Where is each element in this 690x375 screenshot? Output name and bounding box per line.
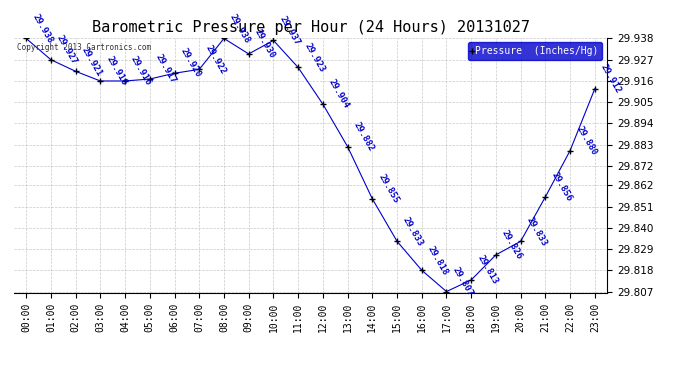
Text: 29.856: 29.856 — [549, 171, 573, 203]
Text: 29.833: 29.833 — [525, 215, 549, 248]
Text: 29.813: 29.813 — [475, 254, 500, 286]
Pressure  (Inches/Hg) — [442, 289, 451, 294]
Text: 29.916: 29.916 — [129, 55, 153, 87]
Pressure  (Inches/Hg) — [269, 38, 277, 43]
Pressure  (Inches/Hg) — [467, 278, 475, 282]
Text: 29.920: 29.920 — [179, 47, 203, 80]
Text: 29.833: 29.833 — [401, 215, 425, 248]
Text: 29.937: 29.937 — [277, 14, 302, 46]
Pressure  (Inches/Hg) — [146, 77, 154, 81]
Title: Barometric Pressure per Hour (24 Hours) 20131027: Barometric Pressure per Hour (24 Hours) … — [92, 20, 529, 35]
Pressure  (Inches/Hg) — [96, 79, 104, 83]
Pressure  (Inches/Hg) — [393, 239, 401, 243]
Text: 29.921: 29.921 — [80, 45, 104, 78]
Pressure  (Inches/Hg) — [121, 79, 129, 83]
Text: 29.904: 29.904 — [327, 78, 351, 110]
Text: 29.927: 29.927 — [55, 33, 79, 66]
Text: 29.826: 29.826 — [500, 229, 524, 261]
Pressure  (Inches/Hg) — [492, 253, 500, 257]
Text: 29.882: 29.882 — [352, 120, 375, 153]
Text: Copyright 2013 Cartronics.com: Copyright 2013 Cartronics.com — [17, 43, 151, 52]
Pressure  (Inches/Hg) — [195, 67, 204, 72]
Text: 29.818: 29.818 — [426, 244, 450, 276]
Pressure  (Inches/Hg) — [344, 144, 352, 149]
Text: 29.922: 29.922 — [204, 43, 227, 75]
Pressure  (Inches/Hg) — [244, 52, 253, 56]
Pressure  (Inches/Hg) — [72, 69, 80, 74]
Legend: Pressure  (Inches/Hg): Pressure (Inches/Hg) — [469, 42, 602, 60]
Pressure  (Inches/Hg) — [22, 36, 30, 41]
Pressure  (Inches/Hg) — [541, 195, 549, 199]
Text: 29.930: 29.930 — [253, 28, 277, 60]
Pressure  (Inches/Hg) — [319, 102, 327, 106]
Text: 29.916: 29.916 — [104, 55, 128, 87]
Text: 29.855: 29.855 — [377, 172, 400, 205]
Line: Pressure  (Inches/Hg): Pressure (Inches/Hg) — [23, 36, 598, 294]
Pressure  (Inches/Hg) — [591, 87, 599, 91]
Pressure  (Inches/Hg) — [220, 36, 228, 41]
Pressure  (Inches/Hg) — [566, 148, 574, 153]
Pressure  (Inches/Hg) — [517, 239, 525, 243]
Text: 29.923: 29.923 — [302, 41, 326, 74]
Text: 29.938: 29.938 — [30, 12, 55, 45]
Text: 29.807: 29.807 — [451, 265, 475, 298]
Pressure  (Inches/Hg) — [417, 268, 426, 273]
Pressure  (Inches/Hg) — [47, 57, 55, 62]
Text: 29.912: 29.912 — [599, 62, 623, 95]
Text: 29.938: 29.938 — [228, 12, 252, 45]
Text: 29.880: 29.880 — [574, 124, 598, 157]
Pressure  (Inches/Hg) — [294, 65, 302, 70]
Pressure  (Inches/Hg) — [368, 196, 377, 201]
Text: 29.917: 29.917 — [154, 53, 178, 85]
Pressure  (Inches/Hg) — [170, 71, 179, 75]
